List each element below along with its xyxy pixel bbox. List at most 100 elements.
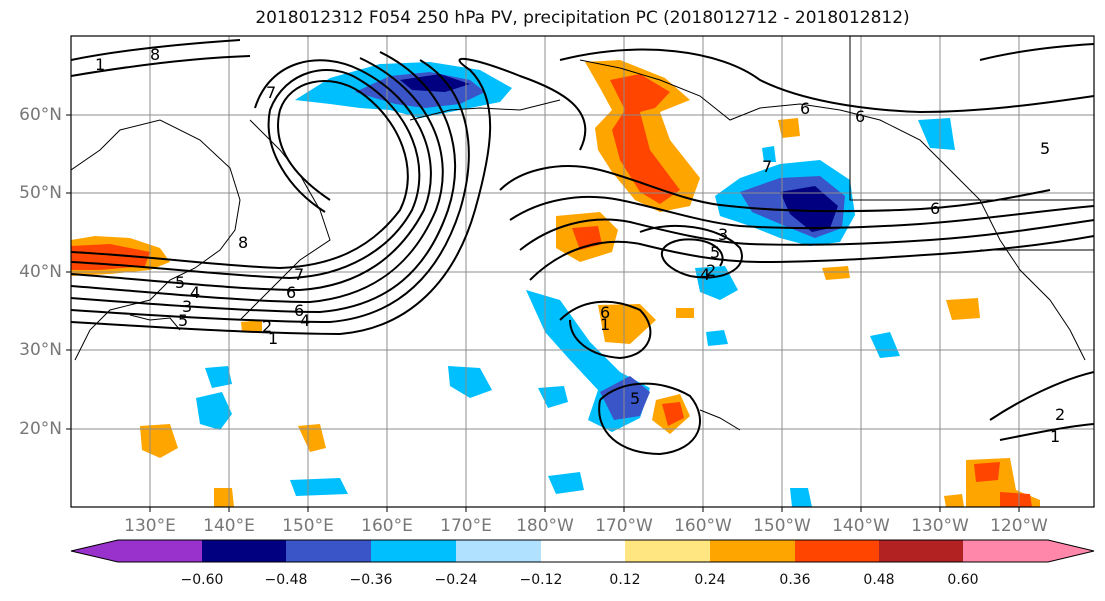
lon-label: 150°E <box>282 516 334 536</box>
contour-label: 4 <box>700 265 710 284</box>
colorbar-tick-label: 0.12 <box>609 572 641 588</box>
pv-contour <box>559 300 652 360</box>
precip-positive-area <box>1000 492 1032 507</box>
lon-label: 170°W <box>595 516 653 536</box>
colorbar-segment <box>541 540 625 562</box>
contour-label: 1 <box>268 329 278 348</box>
colorbar-tick-label: 0.36 <box>779 572 811 588</box>
pv-contours <box>71 39 1094 456</box>
colorbar-tick-label: 0.24 <box>694 572 726 588</box>
colorbar-segment <box>795 540 879 562</box>
contour-label: 6 <box>855 107 865 126</box>
colorbar-segment <box>286 540 371 562</box>
colorbar <box>70 539 1095 563</box>
colorbar-tick-label: −0.60 <box>180 572 224 588</box>
colorbar-extend-max <box>963 540 1094 562</box>
precip-negative-area <box>548 472 584 494</box>
coastline-alaska <box>579 59 1086 361</box>
contour-label: 5 <box>710 243 720 262</box>
colorbar-segment <box>710 540 795 562</box>
lon-label: 180°W <box>516 516 574 536</box>
precip-negative-area <box>762 146 776 162</box>
precip-positive-area <box>298 424 326 452</box>
pv-contour <box>71 69 421 280</box>
precip-negative-area <box>790 488 812 507</box>
colorbar-tick-label: 0.60 <box>947 572 979 588</box>
pv-contour <box>71 51 457 314</box>
pv-contour <box>509 195 1094 230</box>
figure-title: 2018012312 F054 250 hPa PV, precipitatio… <box>255 8 910 28</box>
pv-contour <box>71 59 432 292</box>
precip-negative-area <box>706 330 728 346</box>
colorbar-extend-min <box>71 540 202 562</box>
precip-negative-area <box>205 366 232 388</box>
coastline-asia <box>71 119 241 361</box>
precip-positive-area <box>946 298 980 320</box>
pv-contour <box>71 55 251 77</box>
lon-label: 130°W <box>911 516 969 536</box>
contour-label: 6 <box>930 199 940 218</box>
precip-positive-area <box>610 74 680 204</box>
contour-label: 8 <box>238 233 248 252</box>
contour-labels: 1 8 7 4 3 2 1 7 6 5 5 4 7 6 5 6 2 1 8 6 … <box>95 45 1065 446</box>
contour-label: 2 <box>262 317 272 336</box>
lat-label: 50°N <box>19 183 62 203</box>
pv-contour <box>598 382 701 456</box>
precip-positive-area <box>778 118 800 138</box>
precip-positive-area <box>241 320 262 332</box>
contour-label: 6 <box>286 283 296 302</box>
contour-label: 7 <box>762 157 772 176</box>
lat-label: 40°N <box>19 262 62 282</box>
pv-contour <box>71 80 409 270</box>
pv-contour <box>999 423 1094 441</box>
axis-ticks <box>66 114 1020 512</box>
lon-label: 150°W <box>753 516 811 536</box>
contour-label: 1 <box>95 55 105 74</box>
precip-negative-area <box>290 478 348 496</box>
precip-negative-area <box>196 392 232 430</box>
precip-negative-area <box>780 186 838 232</box>
coastline-canada <box>849 36 1094 201</box>
pv-contour <box>639 224 743 279</box>
contour-label: 5 <box>175 273 185 292</box>
lon-label: 140°W <box>832 516 890 536</box>
lon-label: 130°E <box>124 516 176 536</box>
colorbar-segment <box>625 540 710 562</box>
pv-contour <box>559 48 1094 114</box>
contour-label: 5 <box>1040 139 1050 158</box>
precip-negative-area <box>448 366 492 398</box>
coastline-japan <box>129 314 181 331</box>
lon-label: 120°W <box>990 516 1048 536</box>
precip-positive-area <box>676 308 694 318</box>
lat-label: 60°N <box>19 105 62 125</box>
lat-label: 20°N <box>19 419 62 439</box>
lon-label: 160°E <box>361 516 413 536</box>
precip-negative-area <box>538 386 568 408</box>
precip-positive-area <box>214 488 234 507</box>
precip-positive-area <box>662 402 684 426</box>
pv-contour <box>71 57 587 336</box>
contour-label: 3 <box>182 297 192 316</box>
pv-contour <box>71 59 470 324</box>
contour-label: 7 <box>294 265 304 284</box>
coastline-hawaii <box>699 409 741 431</box>
colorbar-segment <box>456 540 541 562</box>
precip-positive-area <box>974 462 1000 482</box>
contour-label: 6 <box>600 303 610 322</box>
colorbar-tick-label: −0.48 <box>264 572 308 588</box>
contour-label: 1 <box>1050 427 1060 446</box>
precip-positive-area <box>598 304 656 344</box>
gridlines <box>71 36 1094 507</box>
precip-negative-area <box>870 332 900 358</box>
coastline-aleutians <box>409 99 561 121</box>
colorbar-tick-label: 0.48 <box>863 572 895 588</box>
precip-fill-layer <box>71 60 1040 507</box>
precip-positive-area <box>822 266 850 280</box>
lat-label: 30°N <box>19 340 62 360</box>
lon-label: 170°E <box>440 516 492 536</box>
contour-label: 4 <box>300 311 310 330</box>
colorbar-tick-label: −0.36 <box>349 572 393 588</box>
contour-label: 2 <box>1055 405 1065 424</box>
contour-label: 5 <box>630 389 640 408</box>
